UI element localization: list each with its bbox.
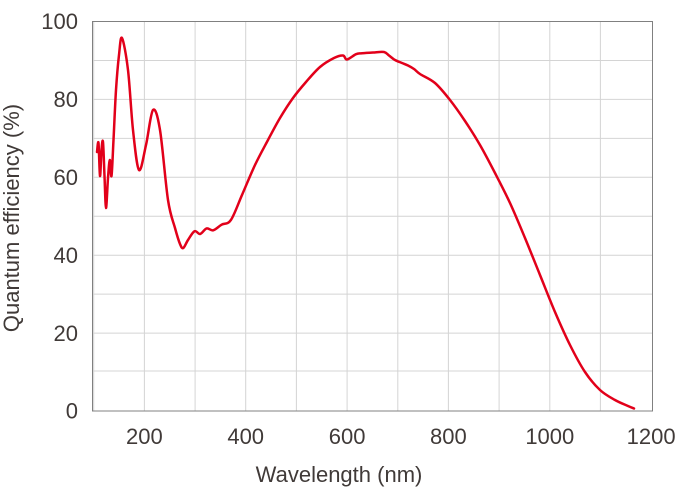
svg-text:600: 600 bbox=[329, 424, 366, 449]
svg-text:100: 100 bbox=[41, 9, 78, 34]
svg-text:Quantum efficiency (%): Quantum efficiency (%) bbox=[0, 104, 24, 332]
svg-text:80: 80 bbox=[54, 87, 78, 112]
svg-text:0: 0 bbox=[66, 399, 78, 424]
svg-text:60: 60 bbox=[54, 165, 78, 190]
svg-text:200: 200 bbox=[126, 424, 163, 449]
svg-text:20: 20 bbox=[54, 321, 78, 346]
svg-text:Wavelength (nm): Wavelength (nm) bbox=[256, 462, 423, 487]
svg-text:400: 400 bbox=[227, 424, 264, 449]
svg-text:1000: 1000 bbox=[525, 424, 574, 449]
svg-text:40: 40 bbox=[54, 243, 78, 268]
svg-text:1200: 1200 bbox=[627, 424, 676, 449]
svg-text:800: 800 bbox=[430, 424, 467, 449]
